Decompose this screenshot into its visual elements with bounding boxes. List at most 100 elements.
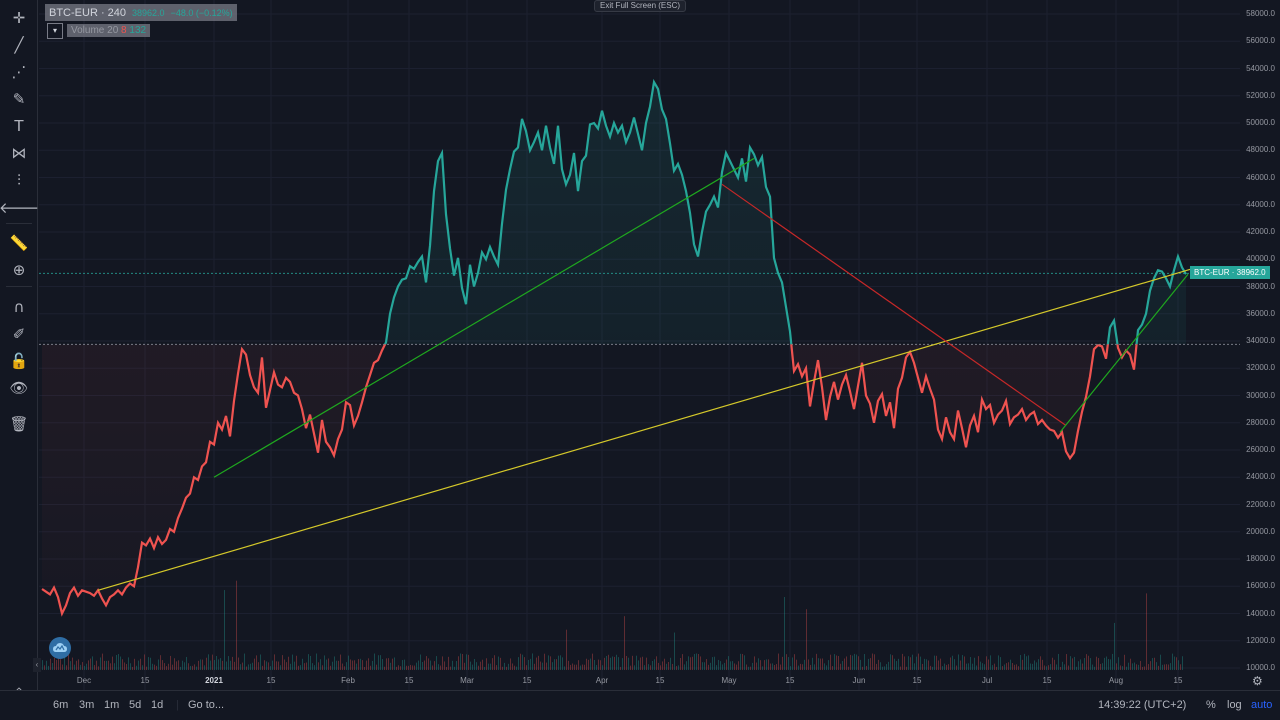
volume-bar: [1092, 664, 1093, 670]
pattern-icon[interactable]: ⋈: [11, 144, 27, 162]
volume-bar: [504, 662, 505, 670]
trash-icon[interactable]: 🗑: [9, 415, 29, 433]
volume-bar: [52, 663, 53, 670]
volume-bar: [1110, 659, 1111, 670]
ruler-icon[interactable]: 📏: [9, 234, 29, 252]
volume-bar: [1086, 654, 1087, 670]
volume-bar: [114, 663, 115, 670]
percent-toggle[interactable]: %: [1206, 699, 1216, 711]
volume-bar: [1102, 663, 1103, 670]
clock[interactable]: 14:39:22 (UTC+2): [1098, 699, 1187, 711]
price-tick-label: 28000.0: [1246, 417, 1275, 427]
chevron-left-icon[interactable]: ‹: [33, 658, 41, 672]
volume-bar: [574, 664, 575, 670]
volume-bar: [390, 662, 391, 670]
volume-bar: [230, 660, 231, 670]
volume-bar: [748, 666, 749, 670]
volume-bar: [66, 665, 67, 670]
settings-gear-icon[interactable]: ⚙: [1252, 674, 1263, 688]
volume-bar: [704, 662, 705, 670]
time-tick-label: 15: [1173, 676, 1183, 685]
volume-bar: [98, 666, 99, 670]
range-6m-button[interactable]: 6m: [53, 699, 69, 711]
eye-icon[interactable]: 👁: [9, 379, 29, 397]
volume-bar: [50, 658, 51, 670]
text-tool-icon[interactable]: T: [14, 117, 24, 135]
volume-bar: [288, 656, 289, 670]
volume-bar: [928, 660, 929, 670]
cloud-logo-icon[interactable]: [49, 637, 71, 659]
time-tick-label: Jun: [852, 676, 866, 685]
prediction-icon[interactable]: ⫶: [17, 171, 21, 189]
volume-bar: [724, 662, 725, 670]
volume-bar: [706, 659, 707, 670]
volume-bar: [54, 657, 55, 670]
price-tick-label: 44000.0: [1246, 199, 1275, 209]
volume-bar: [150, 657, 151, 670]
volume-bar: [46, 660, 47, 670]
log-toggle[interactable]: log: [1227, 699, 1242, 711]
toolbar-separator: [6, 286, 32, 287]
lock-icon[interactable]: 🔓: [9, 352, 29, 370]
trend-line-yellow[interactable]: [97, 268, 1193, 591]
volume-bar: [1156, 662, 1157, 670]
volume-bar: [716, 665, 717, 670]
range-1d-button[interactable]: 1d: [151, 699, 164, 711]
time-axis[interactable]: Dec 15 2021 15 Feb 15 Mar 15 Apr 15 May 15 Jun 15 Jul 1…: [39, 676, 1240, 690]
volume-bar: [1124, 654, 1125, 670]
back-arrow-icon[interactable]: 🡐: [0, 198, 40, 217]
volume-bar: [84, 665, 85, 670]
lock-drawing-icon[interactable]: ✐: [12, 325, 26, 343]
range-3m-button[interactable]: 3m: [79, 699, 95, 711]
zoom-in-icon[interactable]: ⊕: [12, 261, 26, 279]
volume-bar: [714, 656, 715, 670]
price-chart[interactable]: [39, 0, 1240, 690]
volume-bar: [656, 656, 657, 670]
trend-line-green-1[interactable]: [213, 157, 755, 478]
volume-bar: [904, 656, 905, 670]
volume-bar: [692, 656, 693, 670]
goto-button[interactable]: Go to...: [188, 699, 225, 711]
trend-line-red[interactable]: [721, 183, 1067, 426]
collapse-legend-icon[interactable]: ▾: [47, 22, 63, 39]
volume-bar: [60, 659, 61, 670]
volume-bar: [286, 662, 287, 670]
volume-bar: [1158, 665, 1159, 670]
volume-bar: [882, 666, 883, 670]
volume-bar: [554, 659, 555, 670]
volume-bar: [778, 653, 779, 670]
price-scale[interactable]: 10000.0 12000.0 14000.0 16000.0 18000.0 20000…: [1240, 0, 1280, 690]
time-tick-label: 15: [912, 676, 922, 685]
volume-bar: [770, 663, 771, 670]
volume-bar: [1100, 663, 1101, 670]
volume-bar: [210, 660, 211, 670]
trend-line-green-2[interactable]: [1059, 273, 1189, 433]
volume-bar: [512, 663, 513, 670]
volume-bar: [304, 663, 305, 670]
volume-bar: [826, 665, 827, 670]
auto-toggle[interactable]: auto: [1251, 699, 1273, 711]
trend-line-icon[interactable]: ╱: [14, 36, 24, 54]
range-5d-button[interactable]: 5d: [129, 699, 142, 711]
volume-bar: [1028, 655, 1029, 670]
time-tick-label: 15: [404, 676, 414, 685]
crosshair-icon[interactable]: ✛: [12, 9, 26, 27]
time-tick-label: Mar: [460, 676, 474, 685]
volume-bar: [914, 663, 915, 670]
volume-bar: [354, 660, 355, 670]
volume-bar: [682, 654, 683, 670]
volume-bar: [828, 660, 829, 670]
volume-bar: [196, 666, 197, 670]
magnet-icon[interactable]: ∩: [13, 298, 25, 316]
exit-fullscreen-button[interactable]: Exit Full Screen (ESC): [594, 0, 687, 12]
volume-bar: [846, 656, 847, 670]
brush-icon[interactable]: ✎: [12, 90, 26, 108]
price-tick-label: 42000.0: [1246, 227, 1275, 236]
volume-bar: [910, 657, 911, 670]
time-tick-label: 15: [140, 676, 150, 685]
fib-retracement-icon[interactable]: ⋰: [11, 63, 27, 81]
volume-bar: [348, 655, 349, 670]
volume-bar: [974, 657, 975, 670]
range-1m-button[interactable]: 1m: [104, 699, 120, 711]
volume-bar: [280, 665, 281, 670]
